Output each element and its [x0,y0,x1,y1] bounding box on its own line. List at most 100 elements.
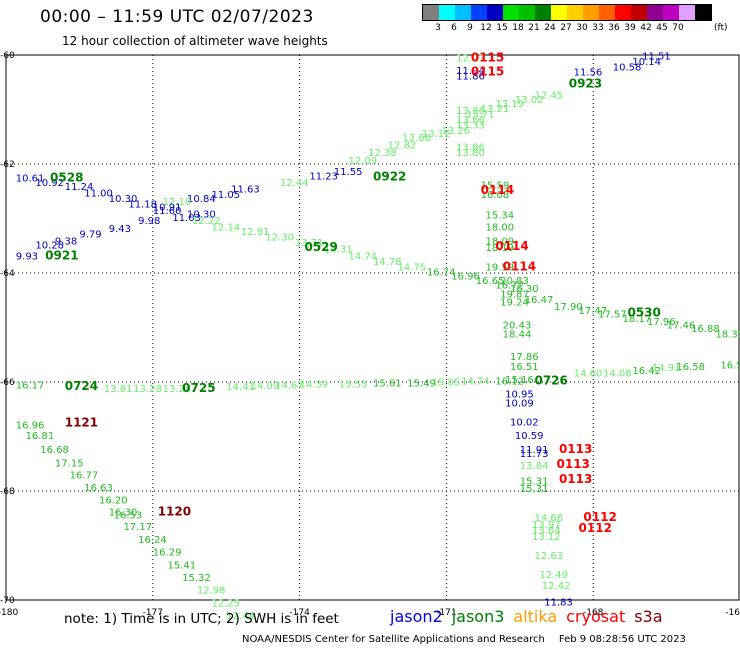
swh-value: 15.05 [432,377,461,388]
swh-value: 20.43 [503,321,532,332]
color-scale-label: 3 [435,23,441,33]
swh-value: 17.57 [598,310,627,321]
map-grid [5,54,740,601]
pass-time-label: 0529 [304,240,337,254]
color-scale-label: 9 [467,23,473,33]
pass-time-label: 0923 [569,77,602,91]
swh-value: 16.30 [109,508,138,519]
swh-value: 13.71 [466,110,495,121]
color-scale-swatch [519,5,535,20]
swh-value: 11.83 [544,597,573,608]
swh-value: 13.84 [532,526,561,537]
swh-value: 15.31 [520,484,549,495]
swh-value: 16.68 [40,445,69,456]
swh-value: 14.78 [373,257,402,268]
swh-value: 13.12 [422,129,451,140]
swh-value: 16.96 [451,272,480,283]
pass-time-label: 1121 [65,416,98,430]
swh-value: 14.74 [461,377,490,388]
swh-value: 11.03 [172,213,201,224]
swh-value: 13.86 [456,142,485,153]
pass-time-label: 1120 [158,505,191,519]
swh-value: 12.10 [163,197,192,208]
swh-value: 12.30 [265,232,294,243]
pass-time-label: 0528 [50,170,83,184]
swh-value: 18.44 [503,329,532,340]
pass-time-label: 0115 [471,51,504,65]
pass-time-label: 0922 [373,169,406,183]
color-scale-label: 39 [624,23,636,33]
pass-time-label: 0530 [627,306,660,320]
pass-time-label: 0725 [182,381,215,395]
swh-value: 13.97 [532,520,561,531]
swh-value: 17.17 [123,522,152,533]
swh-value: 13.33 [456,121,485,132]
color-scale-label: 24 [544,23,556,33]
swh-value: 11.73 [520,449,549,460]
pass-time-label: 0112 [579,521,612,535]
color-scale-swatch [679,5,695,20]
color-scale-swatch [631,5,647,20]
map-border [5,54,740,601]
pass-time-label: 0921 [45,248,78,262]
swh-value: 13.84 [520,461,549,472]
swh-value: 13.81 [104,384,133,395]
x-tick-label: -177 [143,608,163,618]
swh-value: 11.18 [128,200,157,211]
color-scale-label: 21 [528,23,540,33]
y-tick-label: -70 [0,596,15,606]
color-scale-label: 70 [672,23,684,33]
color-scale-swatch [695,5,711,20]
swh-value: 12.45 [534,91,563,102]
swh-value: 12.91 [241,227,270,238]
color-scale-swatch [423,5,439,20]
swh-value: 10.30 [187,209,216,220]
color-scale-swatch [567,5,583,20]
color-scale-label: 27 [560,23,572,33]
swh-value: 11.63 [231,184,260,195]
swh-value: 20.83 [500,276,529,287]
swh-value: 13.24 [163,384,192,395]
color-scale-swatch [663,5,679,20]
swh-value: 9.38 [55,237,77,248]
swh-value: 15.32 [182,573,211,584]
color-scale-boxes [422,4,712,21]
color-scale-unit: (ft) [714,23,728,33]
swh-value: 9.93 [16,251,38,262]
pass-time-label: 0724 [65,379,98,393]
swh-value: 12.68 [402,133,431,144]
swh-value: 17.15 [55,458,84,469]
swh-value: 15.16 [505,375,534,386]
color-scale-label: 36 [608,23,620,33]
color-scale-swatch [551,5,567,20]
pass-time-label: 0726 [534,374,567,388]
page-subtitle: 12 hour collection of altimeter wave hei… [62,34,328,48]
legend-entry-s3a: s3a [634,607,663,626]
color-scale-swatch [439,5,455,20]
swh-value: 12.82 [388,141,417,152]
swh-value: 11.55 [334,167,363,178]
swh-value: 12.22 [192,216,221,227]
swh-value: 13.66 [456,115,485,126]
swh-value: 13.21 [481,104,510,115]
swh-value: 9.79 [79,230,101,241]
legend-entry-jason3: jason3 [451,607,505,626]
x-tick-label: -16 [725,608,740,618]
y-tick-label: -60 [0,51,15,61]
swh-value: 11.91 [520,445,549,456]
color-scale-swatch [487,5,503,20]
swh-value: 13.12 [532,532,561,543]
color-scale-label: 15 [496,23,508,33]
swh-value: 12.27 [456,54,485,65]
x-tick-label: -174 [289,608,310,618]
swh-value: 16.12 [495,377,524,388]
pass-time-label: 0114 [481,183,514,197]
swh-value: 16.74 [427,268,456,279]
y-tick-label: -66 [0,378,15,388]
swh-value: 16.53 [114,510,143,521]
color-scale-label: 30 [576,23,588,33]
y-tick-label: -62 [0,160,15,170]
swh-value: 10.92 [35,178,64,189]
swh-value: 15.59 [481,181,510,192]
x-tick-label: -168 [583,608,604,618]
